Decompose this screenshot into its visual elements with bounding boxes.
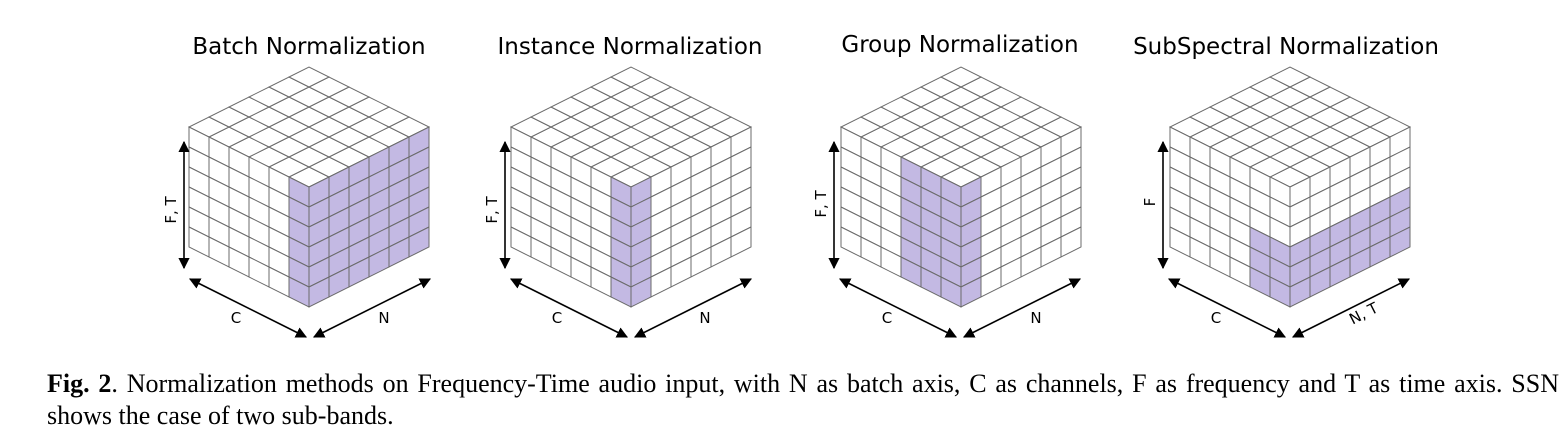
- right-axis-arrow: [312, 278, 432, 338]
- right-axis-label: N: [378, 309, 389, 327]
- right-axis-arrow: [1291, 278, 1411, 338]
- vertical-axis-label: F, T: [812, 190, 830, 218]
- right-axis-label: N, T: [1346, 298, 1382, 328]
- panel-title: SubSpectral Normalization: [1133, 34, 1439, 60]
- left-axis-label: C: [552, 309, 562, 327]
- vertical-axis-label: F: [1141, 198, 1159, 207]
- batch-norm-cube: [187, 66, 431, 308]
- vertical-axis-label: F, T: [162, 196, 180, 224]
- right-face-cell: [730, 226, 752, 258]
- right-face-cell: [408, 226, 430, 258]
- left-axis-label: C: [231, 309, 241, 327]
- vertical-axis-label: F, T: [483, 196, 501, 224]
- top-face-cell: [287, 66, 331, 88]
- group-norm-cube: [839, 66, 1083, 308]
- right-face-cell: [1389, 226, 1411, 258]
- left-axis-label: C: [1211, 309, 1221, 327]
- top-face-cell: [939, 66, 983, 88]
- top-face-cell: [1268, 66, 1312, 88]
- caption-text: . Normalization methods on Frequency-Tim…: [47, 369, 1560, 430]
- panel-batch-norm: Batch Normalization F, T C N: [162, 34, 432, 338]
- right-face-cell: [1060, 226, 1082, 258]
- right-axis-label: N: [699, 309, 710, 327]
- figure-caption: Fig. 2. Normalization methods on Frequen…: [47, 368, 1559, 432]
- panel-group-norm: Group Normalization F, T C N: [812, 32, 1083, 338]
- right-axis-arrow: [962, 278, 1082, 338]
- left-axis-label: C: [882, 309, 892, 327]
- caption-label: Fig. 2: [47, 369, 112, 398]
- top-face-cell: [609, 66, 653, 88]
- left-axis-arrow: [838, 278, 958, 338]
- panel-title: Batch Normalization: [192, 34, 425, 60]
- panel-instance-norm: Instance Normalization F, T C N: [483, 34, 763, 338]
- left-axis-arrow: [188, 278, 308, 338]
- left-axis-arrow: [1167, 278, 1287, 338]
- right-axis-arrow: [633, 278, 753, 338]
- panel-subspectral-norm: SubSpectral Normalization F C N, T: [1133, 34, 1439, 338]
- panel-title: Instance Normalization: [498, 34, 763, 60]
- subspectral-norm-cube: [1168, 66, 1412, 308]
- panel-title: Group Normalization: [841, 32, 1078, 58]
- instance-norm-cube: [509, 66, 753, 308]
- left-axis-arrow: [509, 278, 629, 338]
- right-axis-label: N: [1030, 309, 1041, 327]
